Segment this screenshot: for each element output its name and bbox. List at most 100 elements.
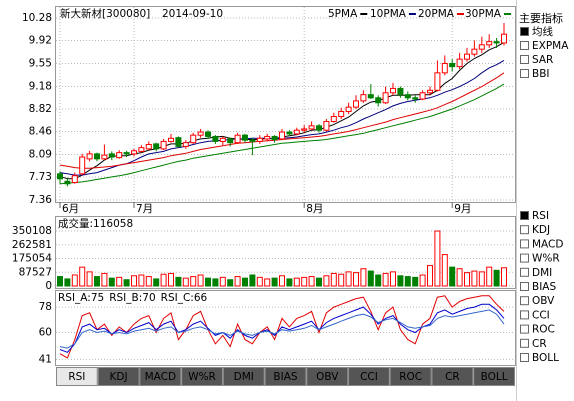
candle-body — [138, 147, 145, 152]
ma-line — [59, 83, 505, 185]
rsi-line — [59, 309, 505, 349]
tab[interactable] — [389, 367, 432, 386]
candle-body — [175, 137, 182, 147]
candle-body — [108, 153, 115, 158]
indicator-option[interactable]: CCI — [532, 309, 550, 321]
checkbox[interactable] — [520, 296, 529, 306]
tab-label[interactable]: BOLL — [481, 371, 508, 383]
volume-bar — [219, 276, 226, 287]
y-tick-label: 7.73 — [29, 171, 52, 183]
indicator-option[interactable]: DMI — [532, 267, 552, 279]
x-tick-label: 6月 — [62, 203, 79, 215]
indicator-option[interactable]: OBV — [532, 295, 555, 307]
tab[interactable] — [139, 367, 182, 386]
tab[interactable] — [348, 367, 390, 386]
tab-label[interactable]: OBV — [316, 371, 339, 383]
volume-bar — [79, 266, 86, 287]
indicator-option[interactable]: 均线 — [532, 25, 553, 38]
indicator-option[interactable]: W%R — [532, 253, 560, 265]
volume-bar — [138, 274, 145, 287]
candle-body — [353, 100, 359, 108]
y-tick-label: 87527 — [19, 266, 52, 278]
tab-label[interactable]: KDJ — [110, 371, 128, 383]
tab-label[interactable]: BIAS — [273, 371, 297, 383]
indicator-option[interactable]: BBI — [532, 68, 550, 80]
tab[interactable] — [306, 367, 349, 386]
tab[interactable] — [222, 367, 265, 386]
checkbox[interactable] — [520, 211, 529, 220]
candle-body — [404, 94, 411, 99]
indicator-option[interactable]: SAR — [532, 54, 553, 66]
checkbox[interactable] — [520, 353, 529, 362]
indicator-option[interactable]: BIAS — [532, 281, 556, 293]
indicator-option[interactable]: KDJ — [532, 224, 550, 236]
volume-bar — [478, 271, 485, 287]
candle-body — [145, 144, 152, 150]
indicator-option[interactable]: EXPMA — [532, 40, 569, 52]
candle-body — [478, 44, 485, 50]
candle-body — [419, 92, 426, 100]
volume-bar — [242, 277, 248, 287]
tab-label[interactable]: CCI — [360, 371, 378, 383]
tab-label[interactable]: MACD — [145, 371, 176, 383]
volume-bar — [197, 274, 204, 287]
tab[interactable] — [97, 367, 140, 386]
tab[interactable] — [264, 367, 307, 386]
tab-label[interactable]: DMI — [234, 371, 254, 383]
legend-value: 66 — [194, 292, 208, 304]
volume-bar — [175, 276, 182, 287]
tab[interactable] — [431, 367, 474, 386]
checkbox[interactable] — [520, 310, 529, 320]
checkbox[interactable] — [520, 225, 529, 235]
price-frame — [55, 6, 516, 203]
volume-bar — [427, 265, 433, 287]
checkbox[interactable] — [520, 324, 529, 334]
candle-body — [116, 152, 123, 159]
checkbox[interactable] — [520, 55, 529, 64]
volume-bar — [249, 274, 256, 287]
volume-bar — [293, 277, 300, 287]
tab-label[interactable]: CR — [445, 371, 460, 383]
y-tick-label: 10.28 — [22, 12, 52, 24]
candle-body — [397, 87, 404, 96]
x-tick-label: 9月 — [454, 203, 471, 215]
candle-body — [94, 153, 100, 160]
checkbox[interactable] — [520, 69, 529, 78]
checkbox[interactable] — [520, 27, 529, 36]
indicator-option[interactable]: ROC — [532, 324, 555, 336]
volume-bar — [316, 277, 322, 287]
indicator-option[interactable]: RSI — [532, 210, 549, 222]
y-tick-label: 60 — [39, 327, 52, 339]
checkbox[interactable] — [520, 338, 529, 348]
checkbox[interactable] — [520, 239, 529, 249]
y-tick-label: 7.36 — [29, 194, 53, 206]
indicator-option[interactable]: CR — [532, 338, 547, 350]
indicator-option[interactable]: BOLL — [532, 352, 559, 364]
candle-body — [227, 138, 234, 144]
tab-label[interactable]: ROC — [399, 371, 422, 383]
volume-bar — [404, 276, 411, 287]
tab-label[interactable]: W%R — [188, 371, 216, 383]
candle-body — [64, 180, 71, 185]
tab[interactable] — [56, 367, 98, 386]
volume-bar — [471, 270, 478, 287]
y-tick-label: 8.46 — [29, 125, 53, 137]
checkbox[interactable] — [520, 267, 529, 277]
candle-body — [79, 156, 86, 175]
tab[interactable] — [181, 367, 223, 386]
candle-body — [249, 139, 256, 142]
tab-label[interactable]: RSI — [68, 371, 85, 383]
volume-bar — [412, 276, 419, 287]
volume-bar — [94, 276, 100, 287]
candle-body — [293, 129, 300, 135]
checkbox[interactable] — [520, 41, 529, 50]
volume-bar — [434, 230, 441, 287]
legend-label: RSI_A: — [58, 292, 91, 304]
candle-body — [493, 41, 500, 44]
volume-bar — [360, 268, 367, 287]
checkbox[interactable] — [520, 282, 529, 291]
checkbox[interactable] — [520, 253, 529, 263]
indicator-option[interactable]: MACD — [532, 238, 563, 250]
tab[interactable] — [473, 367, 516, 386]
